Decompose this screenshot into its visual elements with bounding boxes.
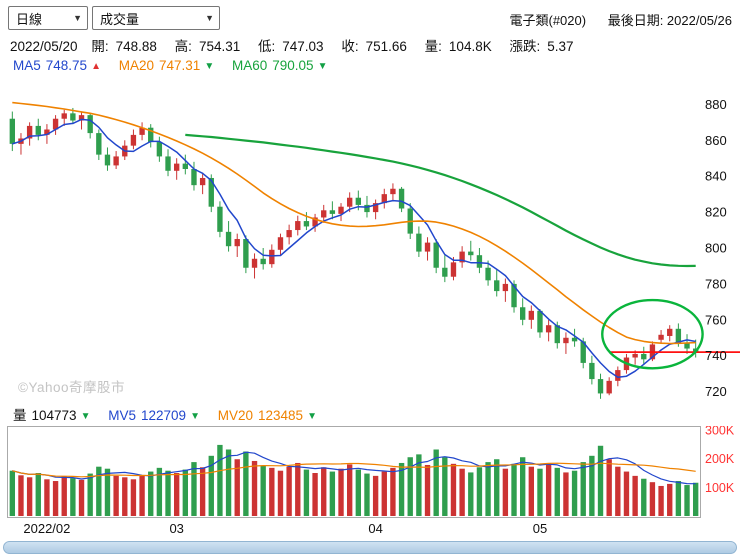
- volume-chart-canvas[interactable]: 300K 200K 100K: [0, 426, 740, 520]
- highlight-ellipse-annotation: [601, 298, 704, 370]
- quote-date: 2022/05/20: [10, 39, 78, 54]
- mv5-legend: MV5 122709 ▼: [108, 408, 200, 423]
- price-tick-label: 760: [705, 312, 727, 327]
- price-tick-label: 820: [705, 205, 727, 220]
- down-arrow-icon: ▼: [190, 411, 200, 422]
- chart-header: 電子類(#020) 最後日期: 2022/05/26: [509, 10, 732, 29]
- last-date-label: 最後日期: 2022/05/26: [607, 13, 732, 28]
- symbol-label: 電子類(#020): [509, 13, 587, 28]
- quote-low: 低: 747.03: [258, 39, 324, 54]
- volume-legend: 量 104773 ▼ MV5 122709 ▼ MV20 123485 ▼: [13, 404, 331, 424]
- chevron-down-icon: ▼: [205, 13, 214, 23]
- quote-close: 收: 751.66: [341, 39, 407, 54]
- volume-tick-label: 200K: [705, 452, 735, 466]
- quote-open: 開: 748.88: [91, 39, 157, 54]
- down-arrow-icon: ▼: [307, 411, 317, 422]
- x-axis-month-label: 03: [169, 521, 184, 536]
- chevron-down-icon: ▼: [73, 13, 82, 23]
- price-tick-label: 740: [705, 348, 727, 363]
- indicator-select-value: 成交量: [100, 11, 140, 27]
- down-arrow-icon: ▼: [204, 61, 215, 72]
- main-chart-canvas[interactable]: 880 860 840 820 800 780 760 740 720: [0, 90, 740, 406]
- ma-legend: MA5 748.75 ▲ MA20 747.31 ▼ MA60 790.05 ▼: [13, 58, 341, 73]
- price-tick-label: 780: [705, 276, 727, 291]
- quote-high: 高: 754.31: [174, 39, 241, 54]
- up-arrow-icon: ▲: [91, 61, 101, 72]
- volume-value-legend: 量 104773 ▼: [13, 408, 91, 423]
- quote-volume: 量: 104.8K: [424, 39, 492, 54]
- volume-tick-label: 100K: [705, 481, 735, 495]
- x-axis-month-label: 04: [368, 521, 383, 536]
- x-axis-month-label: 2022/02: [23, 521, 71, 536]
- x-axis-labels: 2022/02 03 04 05: [0, 521, 740, 539]
- price-tick-label: 860: [705, 133, 727, 148]
- watermark: ©Yahoo奇摩股市: [18, 380, 125, 395]
- price-tick-label: 800: [705, 241, 727, 256]
- price-tick-label: 840: [705, 169, 727, 184]
- down-arrow-icon: ▼: [317, 61, 328, 72]
- price-tick-label: 720: [705, 384, 727, 399]
- period-select-value: 日線: [16, 11, 43, 27]
- ma60-legend: MA60 790.05 ▼: [231, 58, 328, 73]
- volume-tick-label: 300K: [705, 426, 735, 438]
- period-select[interactable]: 日線 ▼: [8, 6, 88, 30]
- indicator-select[interactable]: 成交量 ▼: [92, 6, 220, 30]
- down-arrow-icon: ▼: [80, 411, 91, 422]
- x-axis-month-label: 05: [532, 521, 548, 536]
- ma20-legend: MA20 747.31 ▼: [118, 58, 215, 73]
- quote-bar: 2022/05/20 開: 748.88 高: 754.31 低: 747.03 收:…: [10, 35, 588, 55]
- ma5-legend: MA5 748.75 ▲: [13, 58, 101, 73]
- price-tick-label: 880: [705, 97, 727, 112]
- mv20-legend: MV20 123485 ▼: [217, 408, 317, 423]
- chart-scrollbar[interactable]: [3, 541, 737, 554]
- quote-change: 漲跌: 5.37: [509, 39, 574, 54]
